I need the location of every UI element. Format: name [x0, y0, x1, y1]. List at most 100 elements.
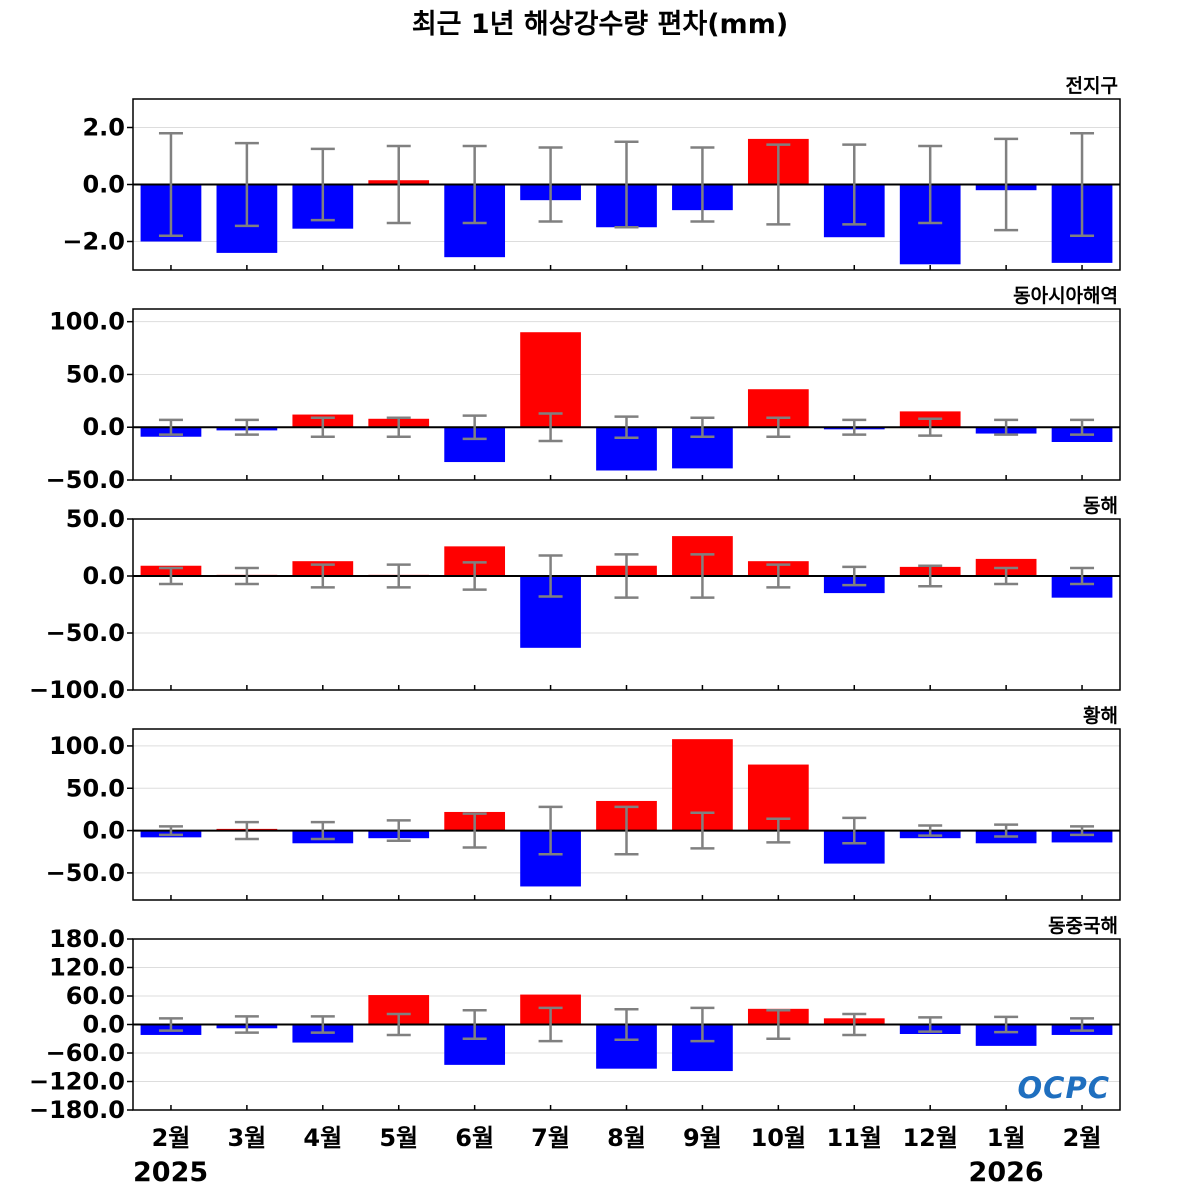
error-bar	[842, 816, 867, 845]
error-bar	[690, 416, 715, 438]
error-bar	[538, 412, 563, 443]
y-tick-label: −120.0	[29, 1068, 125, 1096]
panel-label: 동중국해	[1048, 915, 1118, 937]
y-tick-label: −50.0	[46, 466, 125, 494]
year-label-end: 2026	[969, 1157, 1044, 1188]
error-bar	[310, 147, 335, 222]
y-tick-label: 60.0	[66, 982, 125, 1010]
error-bar	[234, 1015, 259, 1034]
error-bar	[614, 805, 639, 856]
error-bar	[994, 1015, 1019, 1034]
error-bar	[918, 417, 943, 437]
x-tick-label: 6월	[455, 1124, 494, 1152]
error-bar	[1070, 131, 1095, 238]
x-tick-label: 1월	[987, 1124, 1026, 1152]
error-bar	[462, 561, 487, 591]
error-bar	[1070, 1017, 1095, 1032]
error-bar	[1070, 418, 1095, 436]
y-tick-label: 0.0	[82, 562, 125, 590]
x-tick-label: 2월	[1063, 1124, 1102, 1152]
year-label-start: 2025	[133, 1157, 208, 1188]
error-bar	[158, 566, 183, 586]
error-bar	[386, 563, 411, 589]
error-bar	[1070, 825, 1095, 837]
error-bar	[690, 553, 715, 599]
error-bar	[158, 1017, 183, 1032]
error-bar	[690, 811, 715, 850]
error-bar	[234, 418, 259, 436]
y-tick-label: −50.0	[46, 619, 125, 647]
y-tick-label: 50.0	[66, 774, 125, 802]
error-bar	[310, 1015, 335, 1034]
bar	[520, 332, 581, 428]
panel-label: 동해	[1083, 495, 1118, 517]
error-bar	[690, 1006, 715, 1043]
error-bar	[614, 1008, 639, 1041]
error-bar	[158, 825, 183, 837]
error-bar	[234, 141, 259, 228]
error-bar	[310, 563, 335, 589]
y-tick-label: 100.0	[49, 308, 125, 336]
ocpc-logo: OCPC	[1018, 1071, 1110, 1105]
x-tick-label: 9월	[683, 1124, 722, 1152]
y-tick-label: 2.0	[82, 114, 125, 142]
x-tick-label: 11월	[827, 1124, 882, 1152]
y-tick-label: −2.0	[62, 228, 125, 256]
error-bar	[766, 563, 791, 589]
error-bar	[1070, 566, 1095, 586]
panel: −50.0 0.0 50.0 100.0 동아시아해역	[46, 285, 1121, 494]
error-bar	[766, 143, 791, 226]
error-bar	[766, 1009, 791, 1040]
error-bar	[994, 566, 1019, 586]
x-axis-labels: 2월 3월 4월 5월 6월 7월 8월 9월 10월 11월 12월 1월 2월 2025 2026	[133, 1124, 1101, 1188]
error-bar	[462, 144, 487, 225]
error-bar	[918, 1016, 943, 1033]
plot-area	[133, 739, 1120, 887]
x-tick-label: 3월	[227, 1124, 266, 1152]
error-bar	[386, 416, 411, 438]
plot-area	[133, 536, 1120, 648]
y-tick-label: −180.0	[29, 1096, 125, 1124]
error-bar	[462, 414, 487, 441]
x-tick-label: 2월	[152, 1124, 191, 1152]
error-bar	[462, 1009, 487, 1040]
plot-area	[133, 131, 1120, 265]
x-tick-label: 10월	[751, 1124, 806, 1152]
y-tick-label: −100.0	[29, 676, 125, 704]
y-tick-label: 50.0	[66, 505, 125, 533]
x-tick-label: 7월	[531, 1124, 570, 1152]
error-bar	[386, 1012, 411, 1037]
error-bar	[310, 416, 335, 438]
y-tick-label: 100.0	[49, 732, 125, 760]
panel-label: 황해	[1083, 704, 1118, 727]
error-bar	[994, 418, 1019, 436]
error-bar	[918, 564, 943, 588]
y-tick-label: 50.0	[66, 360, 125, 388]
panel: −50.0 0.0 50.0 100.0 황해	[46, 704, 1121, 901]
chart-title: 최근 1년 해상강수량 편차(mm)	[412, 9, 788, 40]
panels: −2.0 0.0 2.0 전지구 −50.0 0.0 50.0 100.0 동아시아해역 −100…	[29, 75, 1121, 1124]
error-bar	[310, 820, 335, 841]
panel-label: 동아시아해역	[1013, 285, 1118, 307]
bar	[975, 1024, 1037, 1046]
error-bar	[386, 819, 411, 842]
y-tick-label: −50.0	[46, 859, 125, 887]
y-tick-label: 0.0	[82, 817, 125, 845]
error-bar	[462, 812, 487, 849]
error-bar	[842, 1012, 867, 1037]
x-tick-label: 5월	[379, 1124, 418, 1152]
plot-area	[133, 994, 1120, 1072]
panel: −100.0 −50.0 0.0 50.0 동해	[29, 495, 1121, 704]
panel-frame	[132, 518, 1121, 691]
bar	[1051, 576, 1113, 598]
error-bar	[842, 143, 867, 226]
y-tick-label: 120.0	[49, 954, 125, 982]
error-bar	[842, 565, 867, 587]
y-tick-label: 0.0	[82, 1011, 125, 1039]
x-tick-label: 12월	[902, 1124, 957, 1152]
error-bar	[766, 817, 791, 844]
logo-text: OCPC	[1018, 1071, 1110, 1105]
error-bar	[538, 805, 563, 856]
